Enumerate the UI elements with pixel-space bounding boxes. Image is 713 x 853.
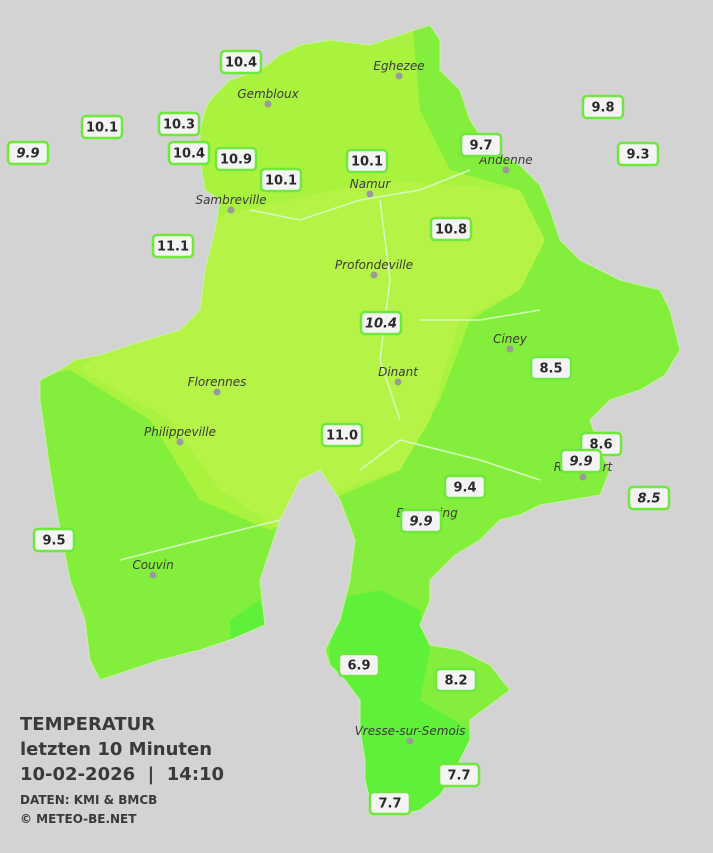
station-box xyxy=(320,422,364,448)
legend-period: letzten 10 Minuten xyxy=(20,739,212,760)
city-name: Gembloux xyxy=(237,87,299,101)
station-temp: 11.0 xyxy=(326,429,358,444)
station-temp: 8.5 xyxy=(539,362,562,377)
station-box xyxy=(627,485,671,511)
station-temp: 9.9 xyxy=(16,147,39,162)
station-box xyxy=(157,111,201,137)
station-box xyxy=(32,527,76,553)
station-box xyxy=(219,49,263,75)
station-box xyxy=(6,140,50,166)
station-temp: 9.4 xyxy=(453,481,476,496)
city-dot xyxy=(227,206,235,214)
city-name: Profondeville xyxy=(335,258,413,272)
city-dot xyxy=(506,345,514,353)
station-temp: 9.8 xyxy=(591,101,614,116)
station-box xyxy=(337,652,381,678)
station-temp: 9.3 xyxy=(626,148,649,163)
city-dot xyxy=(406,737,414,745)
city-name: Florennes xyxy=(188,375,247,389)
station-temp: 9.7 xyxy=(469,139,492,154)
station-temp: 10.4 xyxy=(173,147,205,162)
station-temp: 10.8 xyxy=(435,223,467,238)
station-box xyxy=(434,667,478,693)
station-box xyxy=(559,448,603,474)
city-dot xyxy=(395,72,403,80)
legend-datetime: 10-02-2026 | 14:10 xyxy=(20,764,224,785)
station-temp: 8.5 xyxy=(637,492,660,507)
station-temp: 10.4 xyxy=(365,317,397,332)
station-box xyxy=(167,140,211,166)
city-name: Couvin xyxy=(132,558,173,572)
station-box xyxy=(214,146,258,172)
station-temp: 9.5 xyxy=(42,534,65,549)
station-box xyxy=(429,216,473,242)
stations: 10.4 10.1 10.3 10.4 10.9 10.1 10.1 9.9 9.7 9.8 9.3… xyxy=(6,49,671,816)
station-temp: 9.9 xyxy=(409,515,432,530)
station-box xyxy=(581,94,625,120)
city-dot xyxy=(394,378,402,386)
station-temp: 10.1 xyxy=(86,121,118,136)
station-box xyxy=(359,310,403,336)
station-box xyxy=(259,167,303,193)
station-temp: 10.1 xyxy=(265,174,297,189)
station-temp: 10.9 xyxy=(220,153,252,168)
station-temp: 11.1 xyxy=(157,240,189,255)
city-name: Ciney xyxy=(493,332,528,346)
city-name: Eghezee xyxy=(373,59,424,73)
legend-title: TEMPERATUR xyxy=(20,714,155,735)
station-temp: 10.4 xyxy=(225,56,257,71)
station-temp: 10.1 xyxy=(351,155,383,170)
station-box xyxy=(529,355,573,381)
legend-copyright: © METEO-BE.NET xyxy=(20,812,137,826)
city-dot xyxy=(149,571,157,579)
city-dot xyxy=(213,388,221,396)
station-temp: 7.7 xyxy=(378,797,401,812)
station-box xyxy=(437,762,481,788)
station-box xyxy=(443,474,487,500)
station-temp: 10.3 xyxy=(163,118,195,133)
station-box xyxy=(616,141,660,167)
station-box xyxy=(368,790,412,816)
legend: TEMPERATUR letzten 10 Minuten 10-02-2026… xyxy=(20,714,224,826)
station-temp: 7.7 xyxy=(447,769,470,784)
city-name: Dinant xyxy=(378,365,419,379)
city-name: Sambreville xyxy=(195,193,266,207)
city-dot xyxy=(579,473,587,481)
station-box xyxy=(459,132,503,158)
city-name: Vresse-sur-Semois xyxy=(355,724,466,738)
city-dot xyxy=(176,438,184,446)
city-dot xyxy=(502,166,510,174)
city-dot xyxy=(264,100,272,108)
city-name: Philippeville xyxy=(144,425,216,439)
station-temp: 8.2 xyxy=(444,674,467,689)
legend-source: DATEN: KMI & BMCB xyxy=(20,793,157,807)
station-box xyxy=(399,508,443,534)
station-temp: 6.9 xyxy=(347,659,370,674)
station-box xyxy=(345,148,389,174)
station-box xyxy=(80,114,124,140)
station-temp: 9.9 xyxy=(569,455,592,470)
city-name: Namur xyxy=(350,177,392,191)
city-dot xyxy=(366,190,374,198)
city-dot xyxy=(370,271,378,279)
station-box xyxy=(151,233,195,259)
